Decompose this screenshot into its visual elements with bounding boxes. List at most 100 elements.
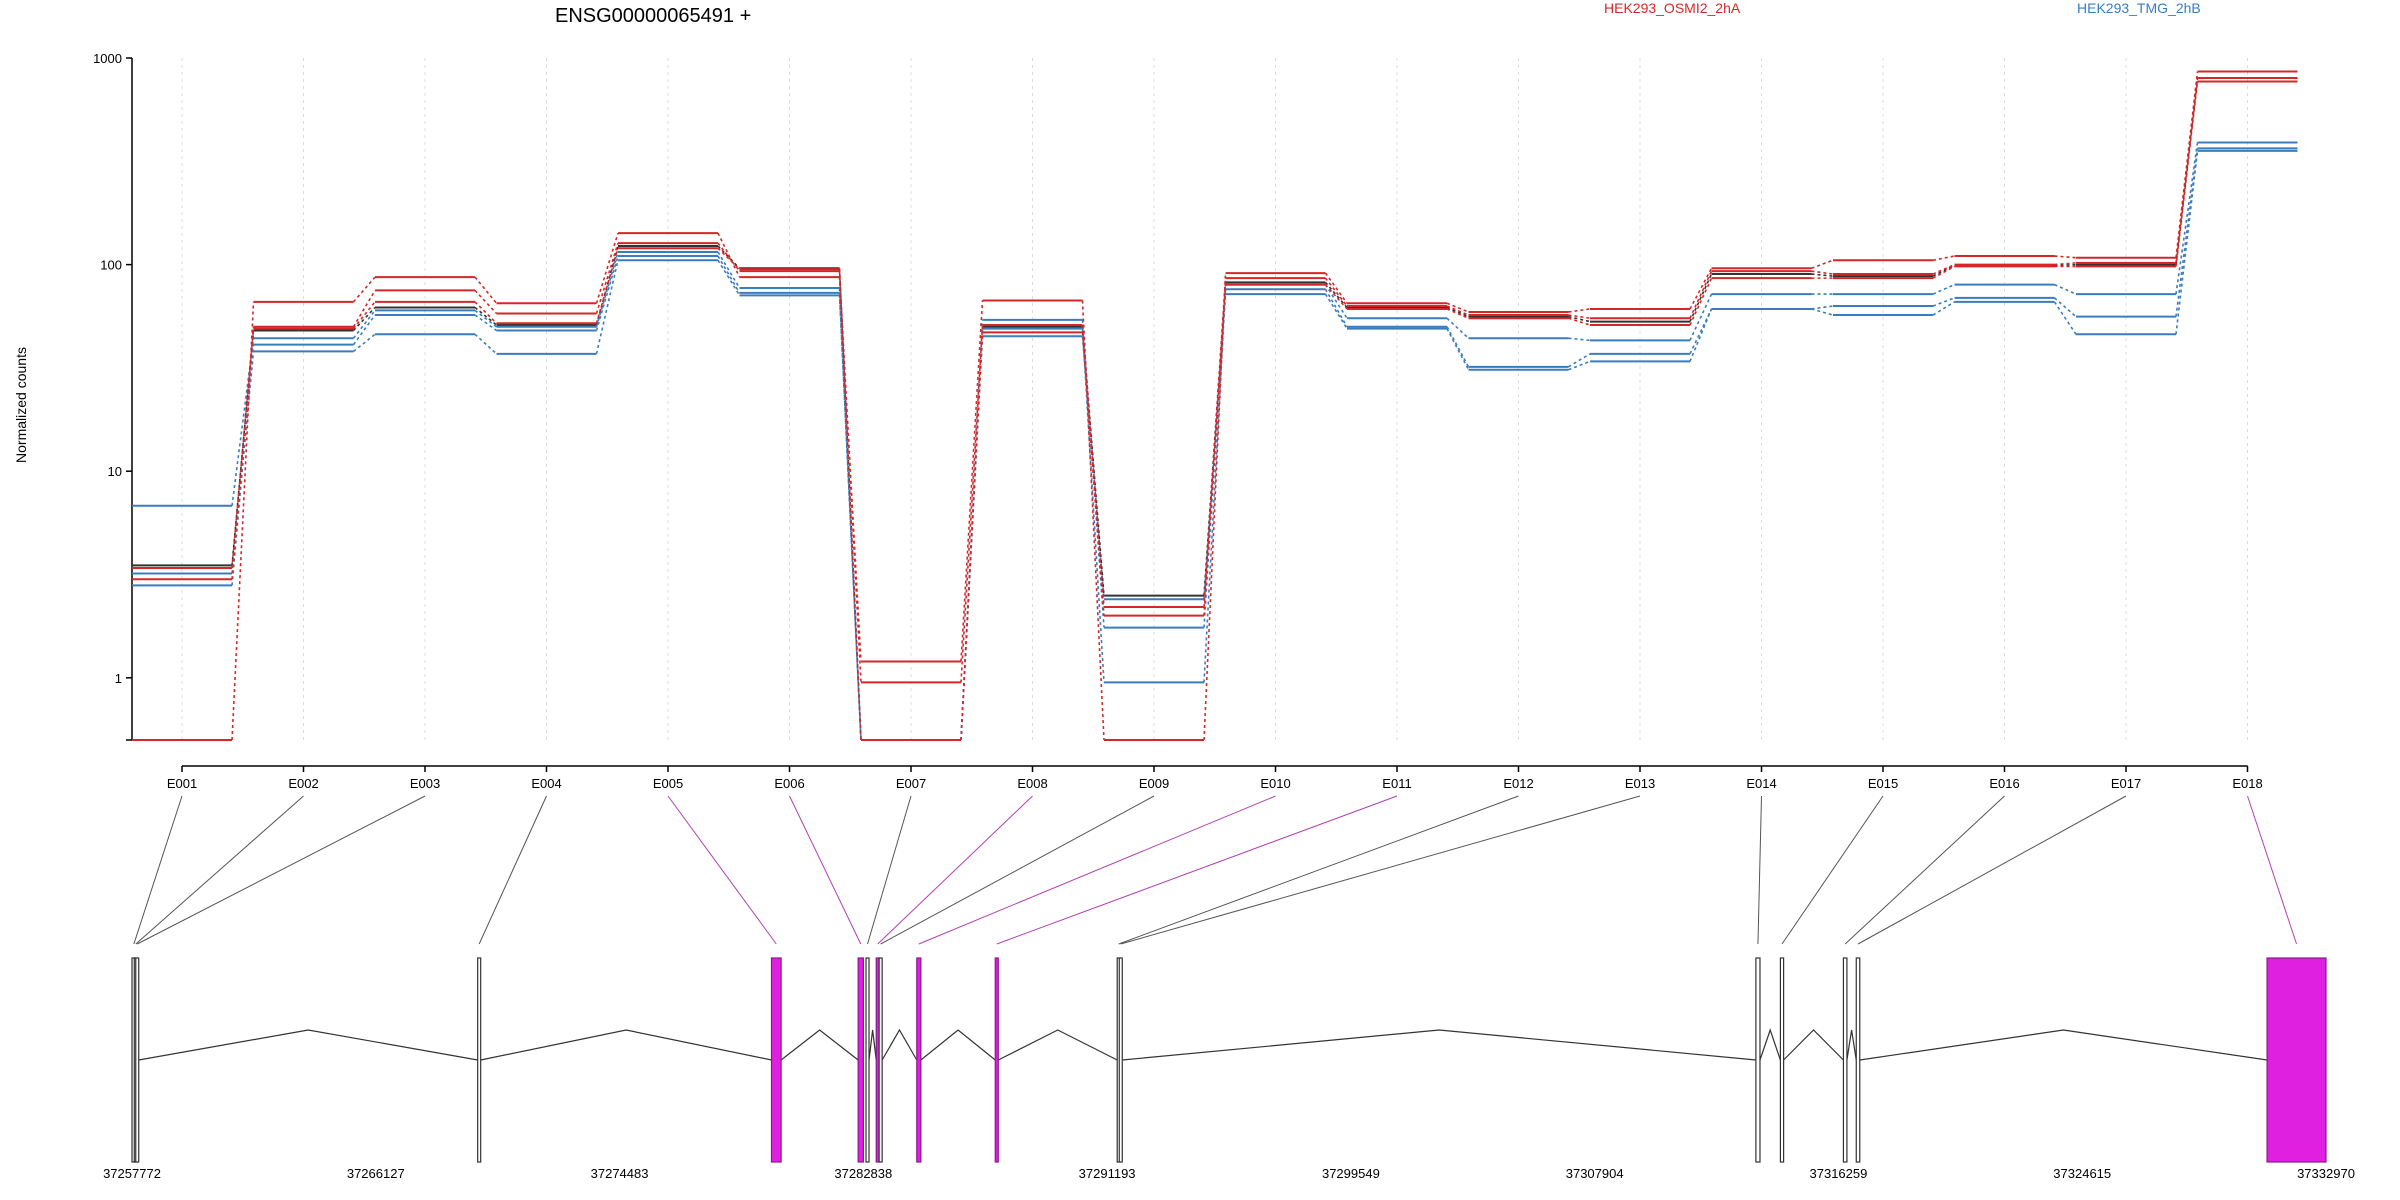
series-4-connector: [354, 315, 376, 345]
y-ticks: 1 10 100 1000: [93, 51, 132, 740]
chart-title: ENSG00000065491 +: [555, 5, 751, 27]
series-0-connector: [1447, 303, 1469, 312]
intron-line: [781, 1030, 858, 1060]
intron-line: [869, 1030, 876, 1060]
coordinate-label: 37332970: [2297, 1166, 2355, 1181]
exon-box-E006: [858, 958, 863, 1162]
x-ticks: E001 E002 E003 E004 E005 E006 E007 E008 E009 E010…: [167, 766, 2263, 791]
axes: [132, 58, 2248, 766]
x-tick-label-E016: E016: [1989, 776, 2019, 791]
intron-line: [1847, 1030, 1856, 1060]
series-0-connector: [2055, 256, 2077, 258]
connector-E018: [2248, 796, 2297, 944]
series-1-connector: [1569, 315, 1591, 318]
series-4-connector: [718, 256, 740, 293]
connector-E013: [1121, 796, 1640, 944]
x-tick-label-E001: E001: [167, 776, 197, 791]
x-tick-label-E010: E010: [1260, 776, 1290, 791]
x-tick-label-E011: E011: [1382, 776, 1411, 791]
connector-E006: [790, 796, 861, 944]
series-2-connector: [475, 302, 497, 323]
series-5-connector: [354, 334, 376, 351]
connector-E014: [1758, 796, 1762, 944]
series-4-connector: [1326, 289, 1348, 327]
series-0-connector: [475, 277, 497, 303]
exon-box-E016: [1843, 958, 1847, 1162]
series-2-connector: [232, 329, 254, 568]
series-5-connector: [1812, 309, 1834, 315]
series-1-connector: [1690, 271, 1712, 318]
series-3-connector: [2055, 285, 2077, 294]
series-0-connector: [232, 302, 254, 740]
series-lines: [132, 72, 2298, 740]
series-0-connector: [1812, 260, 1834, 268]
coordinate-label: 37307904: [1566, 1166, 1624, 1181]
exon-box-E005: [771, 958, 781, 1162]
x-tick-label-E015: E015: [1868, 776, 1898, 791]
coordinate-label: 37316259: [1810, 1166, 1868, 1181]
series-1-connector: [597, 243, 619, 313]
exon-box-E009: [879, 958, 882, 1162]
connector-E017: [1858, 796, 2126, 944]
intron-line: [921, 1030, 995, 1060]
y-tick-label: 1: [115, 671, 122, 686]
exon-box-E004: [478, 958, 481, 1162]
exon-box-E014: [1756, 958, 1760, 1162]
connector-E015: [1782, 796, 1883, 944]
series-2-connector: [1933, 266, 1955, 278]
connector-E007: [868, 796, 911, 944]
series-3-connector: [718, 252, 740, 288]
series-6-connector: [1933, 266, 1955, 277]
series-5-connector: [1569, 361, 1591, 369]
connector-E001: [134, 796, 182, 944]
y-tick-label: 10: [108, 464, 122, 479]
series-3-connector: [1083, 320, 1105, 628]
series-1-connector: [1812, 271, 1834, 274]
series-2-connector: [961, 332, 983, 740]
x-tick-label-E017: E017: [2111, 776, 2141, 791]
connector-E016: [1845, 796, 2004, 944]
exon-box-E010: [917, 958, 921, 1162]
coordinate-label: 37274483: [591, 1166, 649, 1181]
series-0-connector: [1569, 309, 1591, 312]
series-4-connector: [475, 315, 497, 330]
gene-model: [132, 958, 2326, 1162]
series-3-connector: [354, 310, 376, 338]
series-6-connector: [2055, 265, 2077, 266]
series-1-connector: [354, 290, 376, 326]
series-2-connector: [354, 302, 376, 329]
genomic-coordinates: 37257772 37266127 37274483 37282838 37291193…: [103, 1166, 2355, 1181]
series-3-connector: [1569, 338, 1591, 340]
coordinate-label: 37299549: [1322, 1166, 1380, 1181]
series-2: [132, 81, 2298, 740]
series-0-connector: [961, 301, 983, 662]
x-tick-label-E009: E009: [1139, 776, 1169, 791]
connector-E009: [881, 796, 1154, 944]
y-tick-label: 100: [100, 258, 122, 273]
legend-entry-tmg: HEK293_TMG_2hB: [2077, 0, 2201, 16]
coordinate-label: 37257772: [103, 1166, 161, 1181]
series-0: [132, 72, 2298, 740]
x-tick-label-E014: E014: [1746, 776, 1776, 791]
connector-E010: [919, 796, 1276, 944]
series-5-connector: [475, 334, 497, 354]
x-tick-label-E013: E013: [1625, 776, 1655, 791]
series-3-connector: [1933, 285, 1955, 294]
gridlines: [182, 58, 2248, 740]
intron-line: [139, 1030, 478, 1060]
series-4-connector: [1933, 298, 1955, 306]
connector-E002: [136, 796, 304, 944]
intron-line: [882, 1030, 917, 1060]
series-5-connector: [1933, 302, 1955, 315]
exon-box-E007: [866, 958, 869, 1162]
connector-E008: [878, 796, 1033, 944]
series-4-connector: [1812, 306, 1834, 309]
coordinate-label: 37282838: [834, 1166, 892, 1181]
connector-E005: [668, 796, 776, 944]
x-tick-label-E003: E003: [410, 776, 440, 791]
series-0-connector: [718, 233, 740, 277]
series-4-connector: [1447, 327, 1469, 367]
connector-E003: [137, 796, 425, 944]
intron-line: [1760, 1030, 1780, 1060]
